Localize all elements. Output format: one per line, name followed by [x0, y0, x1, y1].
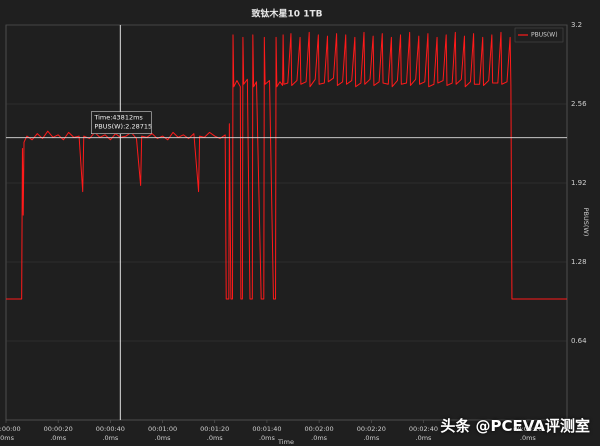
tooltip-text: Time:43812ms	[93, 114, 143, 122]
y-tick-label: 0.64	[571, 337, 587, 345]
x-tick-label: 00:00:20 .0ms	[43, 425, 73, 442]
y-tick-label: 1.92	[571, 179, 587, 187]
y-tick-label: 1.28	[571, 258, 587, 266]
y-axis-label: PBUS(W)	[582, 208, 590, 237]
legend-label: PBUS(W)	[531, 32, 558, 39]
tooltip-box	[91, 111, 152, 134]
y-tick-label: 3.2	[571, 21, 582, 29]
x-tick-label: 00:03:20 .0ms	[513, 425, 543, 442]
chart-title: 致钛木星10 1TB	[252, 8, 323, 20]
x-tick-label: 00:01:00 .0ms	[147, 425, 178, 442]
tooltip-text: PBUS(W):2.28715	[94, 123, 152, 131]
legend-box	[514, 27, 564, 43]
plot-area	[5, 24, 568, 421]
x-tick-label: 00:01:20 .0ms	[200, 425, 230, 442]
x-tick-label: 00:02:40 .0ms	[408, 425, 439, 442]
y-tick-label: 2.56	[571, 100, 587, 108]
x-axis-label: Time	[277, 438, 294, 446]
x-tick-label: 00:02:20 .0ms	[356, 425, 386, 442]
x-tick-label: 00:01:40 .0ms	[252, 425, 282, 442]
x-tick-label: 00:00:40 .0ms	[95, 425, 125, 442]
watermark: 头条 @PCEVA评测室	[440, 417, 590, 435]
x-tick-label: 00:00:00 .0ms	[0, 425, 21, 442]
x-tick-label: 00:02:00 .0ms	[304, 425, 334, 442]
